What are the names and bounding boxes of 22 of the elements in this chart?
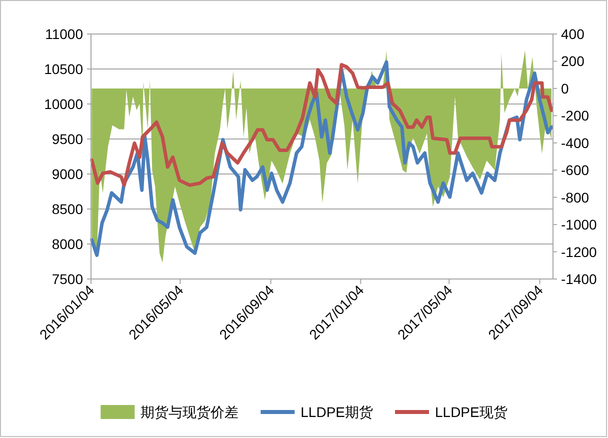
y2-tick-label: -800 bbox=[561, 189, 590, 206]
y-tick-label: 10500 bbox=[44, 61, 84, 77]
y2-tick-label: 200 bbox=[561, 53, 585, 70]
y2-tick-label: -200 bbox=[561, 108, 590, 124]
line-series bbox=[90, 63, 554, 187]
y2-tick-label: 400 bbox=[561, 26, 585, 42]
y-tick-label: 8500 bbox=[52, 201, 84, 217]
y-tick-label: 7500 bbox=[52, 271, 84, 287]
y-tick-label: 10000 bbox=[44, 96, 84, 112]
legend-label: LLDPE期货 bbox=[300, 404, 373, 420]
y-tick-label: 9500 bbox=[52, 131, 84, 147]
legend-label: LLDPE现货 bbox=[435, 404, 508, 420]
y2-tick-label: -1000 bbox=[561, 216, 598, 233]
y2-tick-label: -600 bbox=[561, 162, 590, 178]
y2-tick-label: 0 bbox=[561, 80, 569, 96]
y-tick-label: 11000 bbox=[45, 26, 84, 42]
y-tick-label: 8000 bbox=[52, 236, 84, 252]
y2-tick-label: -400 bbox=[561, 134, 590, 151]
legend-label: 期货与现货价差 bbox=[140, 404, 239, 420]
y-tick-label: 9000 bbox=[52, 166, 84, 182]
y2-tick-label: -1400 bbox=[561, 271, 598, 287]
y2-tick-label: -1200 bbox=[561, 244, 598, 260]
